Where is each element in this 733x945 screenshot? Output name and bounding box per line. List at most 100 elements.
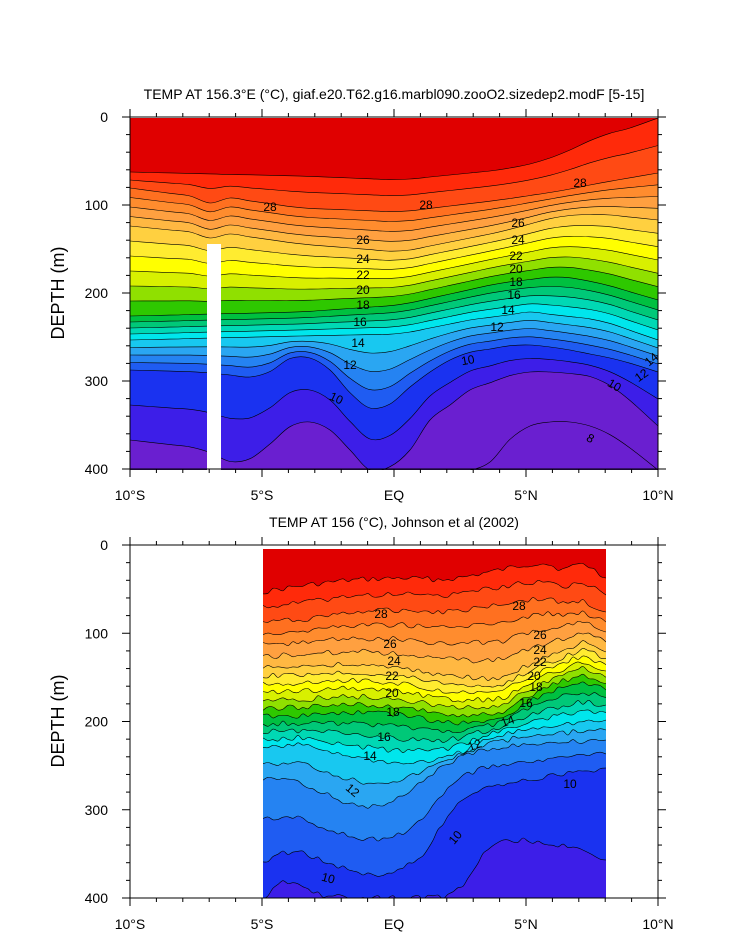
panel2-ytick-label: 0: [100, 537, 108, 553]
panel2-isotherm-18: [263, 681, 606, 726]
panel1-isotherm-29: [130, 145, 658, 196]
panel1-ytick-label: 200: [85, 285, 109, 301]
panel2-ylabel: DEPTH (m): [48, 675, 68, 768]
panel1-xtick-label: 10°N: [642, 487, 673, 503]
panel1-contour-label: 24: [356, 252, 370, 266]
panel1-contour-label: 20: [356, 283, 370, 297]
panel2-contour-label: 16: [377, 730, 391, 744]
panel2-xtick-label: 5°N: [514, 916, 538, 932]
panel1-contour-label: 24: [511, 233, 525, 247]
panel2-isotherm-11: [263, 751, 606, 842]
panel2-xtick-label: 10°S: [115, 916, 146, 932]
panel1-contour-label: 26: [356, 233, 370, 247]
panel1-isotherm-24: [130, 214, 658, 252]
panel1-ytick-label: 0: [100, 109, 108, 125]
panel2-contour-lines: [263, 563, 606, 898]
panel2-contour-label: 26: [533, 628, 547, 642]
panel2-isotherm-23: [263, 647, 606, 688]
panel1-contour-label: 28: [419, 198, 433, 212]
panel1-ytick-label: 300: [85, 373, 109, 389]
panel2-isotherm-22: [263, 655, 606, 695]
panel1-contour-lines: [130, 118, 658, 470]
panel1-contour-label: 22: [356, 268, 370, 282]
panel1-xtick-label: 5°S: [251, 487, 274, 503]
panel2-contour-label: 24: [533, 643, 547, 657]
panel2-isotherm-12: [263, 738, 606, 809]
panel1-contour-label: 16: [353, 315, 367, 329]
panel1-title: TEMP AT 156.3°E (°C), giaf.e20.T62.g16.m…: [144, 86, 645, 102]
panel2-isotherm-9: [264, 837, 606, 898]
panel1-contour-label: 14: [351, 336, 365, 350]
panel2-contour-label: 20: [385, 686, 399, 700]
panel1-masked-column: [207, 244, 221, 470]
panel1-isotherm-30: [130, 118, 658, 180]
panel2-isotherm-19: [263, 673, 606, 718]
panel2-contour-label: 26: [383, 637, 397, 651]
panel2-ytick-label: 100: [85, 625, 109, 641]
panel1-xtick-label: 5°N: [514, 487, 538, 503]
panel1-contour-label: 10: [460, 352, 476, 368]
panel1-contour-label: 18: [356, 298, 370, 312]
panel1-xtick-label: 10°S: [115, 487, 146, 503]
panel2-contour-label: 16: [519, 696, 533, 710]
panel2-isotherm-13: [263, 728, 606, 785]
panel1-contour-label: 10: [327, 389, 345, 407]
panel2-ytick-label: 200: [85, 714, 109, 730]
panel2-filled-contours: [263, 549, 606, 898]
panel2-contour-label: 10: [563, 777, 577, 791]
panel1-xtick-label: EQ: [384, 487, 404, 503]
panel2-isotherm-20: [263, 666, 606, 710]
panel2-isotherm-26: [263, 620, 606, 647]
panel2-isotherm-21: [263, 661, 606, 703]
panel2-contour-label: 14: [499, 712, 517, 730]
panel2-isotherm-25: [263, 632, 606, 664]
panel2-ytick-label: 300: [85, 802, 109, 818]
panel2-isotherm-28: [263, 597, 606, 623]
panel2-isotherm-10: [263, 767, 606, 877]
panel1-contour-label: 18: [509, 275, 523, 289]
panel2-contour-label: 28: [512, 599, 526, 613]
panel2-isotherm-30: [263, 563, 606, 595]
panel2-plot-area: [263, 549, 606, 898]
panel2-isotherm-15: [263, 709, 606, 753]
panel1-ylabel: DEPTH (m): [48, 247, 68, 340]
panel2-isotherm-29: [263, 580, 606, 609]
panel2-xtick-label: 5°S: [251, 916, 274, 932]
panel1-ytick-label: 400: [85, 461, 109, 477]
panel1-contour-label: 10: [605, 376, 624, 395]
panel1-ytick-label: 100: [85, 197, 109, 213]
panel1-contour-label: 14: [501, 303, 515, 317]
panel1-isotherm-27: [130, 184, 658, 222]
panel1-isotherm-25: [130, 206, 658, 242]
panel1-contour-labels: 28 28282624222018161412102624222018161412…: [263, 176, 661, 446]
panel1-contour-label: 28: [573, 176, 587, 190]
panel1-filled-contours: [130, 118, 658, 470]
panel1-contour-label: 12: [490, 320, 504, 334]
panel2-isotherm-17: [263, 692, 606, 734]
panel2-contour-label: 18: [386, 705, 400, 719]
panel1-contour-label: 16: [507, 288, 521, 302]
panel1-contour-label: 20: [509, 262, 523, 276]
panel1-contour-label: 28: [263, 200, 277, 214]
panel2-band-9: [263, 837, 606, 898]
panel2-contour-label: 12: [466, 736, 484, 754]
panel2-xtick-label: 10°N: [642, 916, 673, 932]
panel1-contour-label: 22: [509, 249, 523, 263]
panel1-contour-label: 12: [343, 358, 357, 372]
panel1-isotherm-28: [130, 172, 658, 212]
panel2-axes: 10°S 5°S EQ 5°N 10°N 0 100 200 300 400: [85, 537, 674, 932]
panel-model: TEMP AT 156.3°E (°C), giaf.e20.T62.g16.m…: [48, 86, 674, 503]
panel2-isotherm-16: [263, 700, 606, 743]
panel2-contour-label: 22: [533, 655, 547, 669]
panel2-contour-label: 28: [374, 607, 388, 621]
panel2-isotherm-24: [263, 640, 606, 681]
panel1-plot-area: [130, 118, 658, 470]
panel1-band-7: [130, 421, 658, 470]
panel2-contour-label: 14: [363, 749, 377, 763]
panel1-contour-label: 26: [511, 216, 525, 230]
panel2-contour-label: 24: [387, 654, 401, 668]
panel2-contour-label: 22: [385, 669, 399, 683]
panel1-axes: 10°S 5°S EQ 5°N 10°N 0 100 200 300 400: [85, 109, 674, 503]
